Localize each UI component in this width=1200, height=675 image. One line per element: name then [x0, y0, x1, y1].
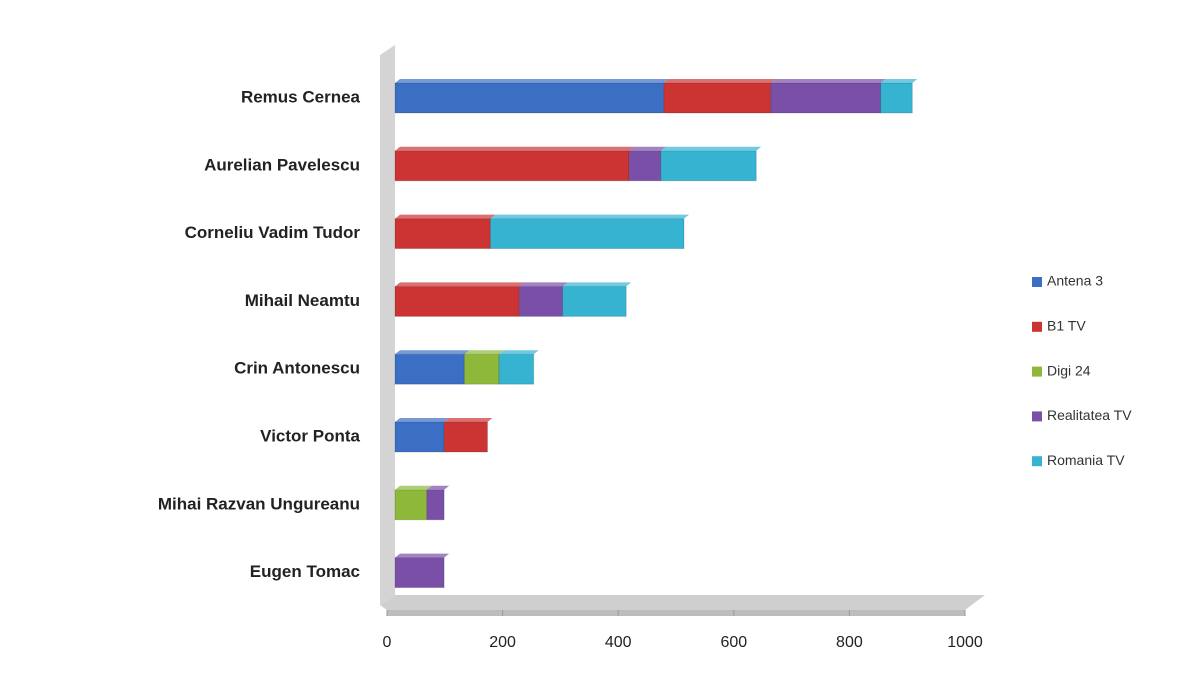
x-tick-label: 800: [836, 634, 863, 651]
bar-segment: [394, 285, 520, 317]
bar-top: [770, 79, 886, 83]
bar-top: [395, 553, 450, 558]
legend-label: Realitatea TV: [1047, 407, 1132, 423]
legend-label: B1 TV: [1047, 318, 1086, 334]
bar-top: [660, 146, 762, 151]
bar-top: [629, 146, 666, 151]
legend-swatch: [1032, 321, 1042, 332]
bar-segment: [394, 557, 445, 589]
bar-top: [395, 485, 432, 490]
bar-segment: [394, 421, 445, 453]
floor: [380, 595, 985, 610]
legend-swatch: [1032, 366, 1042, 377]
legend-label: Antena 3: [1047, 273, 1103, 289]
bar-segment: [443, 421, 488, 453]
y-tick-label: Remus Cernea: [241, 87, 361, 106]
bar-segment: [394, 353, 465, 385]
bar-top: [490, 214, 689, 219]
bar-segment: [394, 82, 665, 114]
bar-segment: [498, 353, 535, 385]
bar-segment: [394, 218, 491, 250]
y-tick-label: Victor Ponta: [260, 426, 360, 445]
legend-label: Digi 24: [1047, 362, 1091, 378]
x-tick-label: 0: [383, 634, 392, 651]
bar-top: [395, 282, 525, 287]
bar-top: [426, 485, 450, 490]
y-tick-label: Eugen Tomac: [250, 562, 360, 581]
bar-segment: [394, 489, 428, 521]
bar-segment: [660, 150, 757, 182]
bar-segment: [426, 489, 445, 521]
bar-top: [444, 418, 493, 422]
y-tick-label: Mihail Neamtu: [245, 291, 360, 310]
bar-segment: [518, 285, 564, 317]
bar-segment: [562, 285, 627, 317]
x-tick-label: 200: [489, 634, 516, 651]
bar-segment: [880, 82, 913, 114]
bar-segment: [663, 82, 772, 114]
x-tick-label: 1000: [947, 634, 983, 651]
legend-swatch: [1032, 456, 1042, 467]
bar-segment: [770, 82, 882, 114]
bar-top: [464, 350, 505, 355]
bar-segment: [463, 353, 500, 385]
bar-top: [395, 214, 496, 219]
y-tick-label: Crin Antonescu: [234, 359, 360, 378]
bar-top: [395, 79, 669, 83]
y-tick-label: Mihai Razvan Ungureanu: [158, 494, 360, 513]
legend-swatch: [1032, 411, 1042, 422]
x-tick-label: 600: [720, 634, 747, 651]
bar-segment: [628, 150, 662, 182]
bar-top: [395, 418, 450, 422]
bar-top: [880, 79, 918, 83]
bar-top: [395, 146, 635, 151]
bar-top: [395, 350, 470, 355]
y-tick-label: Aurelian Pavelescu: [204, 155, 360, 174]
bar-segment: [489, 218, 685, 250]
x-tick-label: 400: [605, 634, 632, 651]
bar-top: [499, 350, 539, 355]
floor-edge: [387, 610, 965, 616]
back-wall: [380, 45, 395, 605]
y-tick-label: Corneliu Vadim Tudor: [185, 223, 361, 242]
bar-segment: [394, 150, 630, 182]
bar-top: [562, 282, 632, 287]
bar-top: [519, 282, 568, 287]
legend-swatch: [1032, 277, 1042, 287]
legend-label: Romania TV: [1047, 452, 1125, 468]
bar-top: [663, 79, 776, 83]
